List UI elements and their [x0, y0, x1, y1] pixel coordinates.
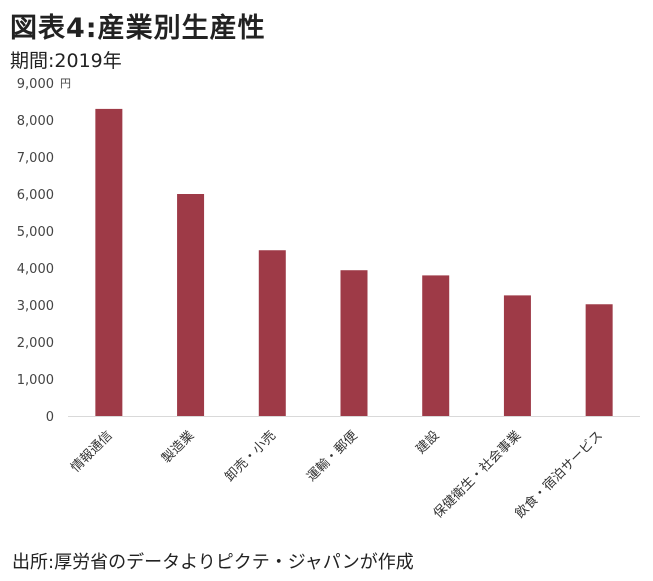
y-tick-label: 1,000 — [17, 373, 54, 388]
bar — [585, 304, 613, 416]
source-note: 出所:厚労省のデータよりピクテ・ジャパンが作成 — [12, 552, 414, 573]
chart-subtitle: 期間:2019年 — [10, 50, 122, 72]
y-tick-label: 6,000 — [17, 188, 54, 203]
bar — [340, 270, 368, 416]
bar — [258, 250, 286, 416]
y-tick-label: 2,000 — [17, 336, 54, 351]
bar — [95, 108, 123, 417]
bar — [177, 194, 205, 416]
y-tick-label: 3,000 — [17, 299, 54, 314]
y-tick-label: 8,000 — [17, 114, 54, 129]
x-tick-label: 飲食・宿泊サービス — [512, 428, 606, 522]
x-tick-label: 製造業 — [158, 428, 197, 467]
y-unit-label: 円 — [60, 77, 71, 90]
x-tick-label: 運輸・郵便 — [304, 428, 361, 485]
y-tick-label: 9,000 — [17, 77, 54, 92]
y-tick-label: 0 — [46, 410, 54, 425]
x-tick-label: 情報通信 — [68, 428, 115, 475]
chart-title: 図表4:産業別生産性 — [10, 13, 266, 44]
bar — [503, 295, 531, 416]
x-tick-label: 保健衛生・社会事業 — [430, 428, 524, 522]
y-tick-label: 4,000 — [17, 262, 54, 277]
x-tick-label: 建設 — [413, 428, 443, 458]
x-tick-label: 卸売・小売 — [222, 428, 279, 485]
y-tick-label: 5,000 — [17, 225, 54, 240]
y-tick-label: 7,000 — [17, 151, 54, 166]
bar — [422, 275, 450, 416]
